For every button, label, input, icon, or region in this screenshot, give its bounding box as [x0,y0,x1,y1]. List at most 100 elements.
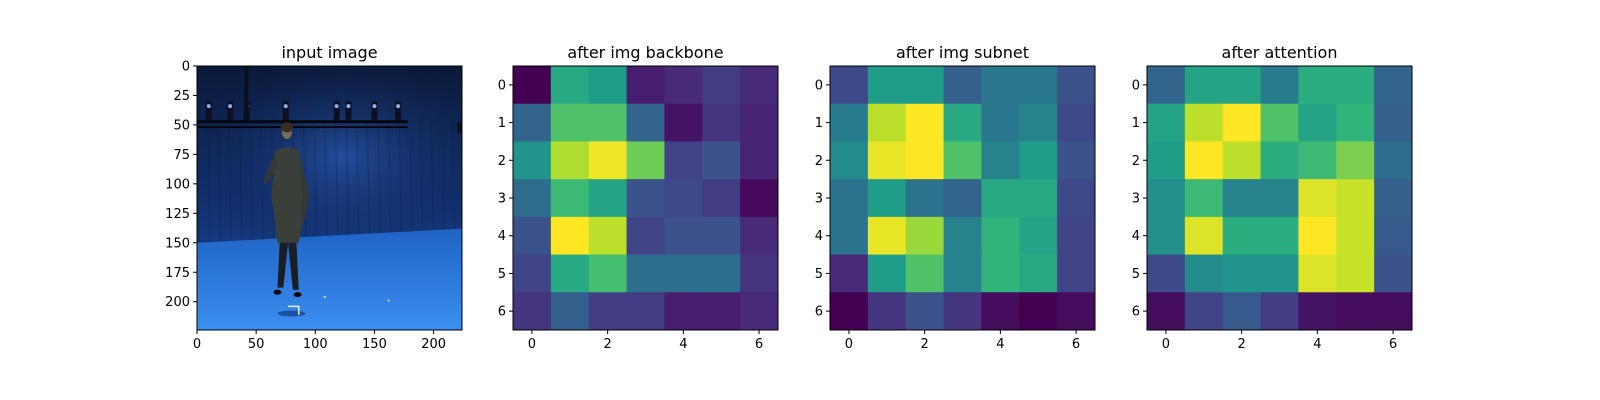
x-tick-label: 0 [1162,337,1170,352]
heatmap-cell [513,103,552,142]
heatmap-cell [1222,66,1262,105]
panel-title: after img backbone [567,43,723,62]
y-tick-label: 4 [1132,229,1140,244]
heatmap-cell [1336,254,1375,293]
heatmap-cell [702,66,741,105]
heatmap-cell [1336,141,1375,180]
heatmap-cell [905,254,945,293]
heatmap-cell [1222,103,1262,142]
curtain-fold [398,119,403,243]
x-tick-label: 2 [1238,337,1246,352]
heatmap-cell [1222,216,1262,256]
camera-unit [345,101,352,121]
heatmap-cell [1019,66,1058,105]
heatmap-cell [1336,216,1375,256]
camera-light [372,104,377,109]
y-tick-label: 100 [165,177,190,192]
y-tick-label: 175 [165,266,190,281]
heatmap-cell [1184,254,1224,293]
heatmap-cell [1298,66,1337,105]
y-tick-label: 0 [182,60,190,75]
heatmap-cell [1184,66,1224,105]
heatmap-cell [1336,179,1375,218]
x-tick-label: 0 [845,337,853,352]
x-tick-label: 4 [1313,337,1321,352]
y-tick-label: 2 [1132,154,1140,169]
heatmap-cell [1374,66,1413,105]
curtain-fold [441,119,445,243]
panel-3: after attention 0 2 4 6 0 1 2 3 4 5 6 [1132,43,1413,352]
curtain-fold [409,119,413,243]
heatmap-cell [588,103,628,142]
camera-unit [205,101,212,121]
heatmap-cell [550,103,590,142]
heatmap-cell [943,103,982,142]
heatmap-cell [1057,141,1096,180]
camera-light [283,104,288,109]
heatmap-cell [513,254,552,293]
curtain-fold [228,119,232,243]
curtain-fold [249,119,254,243]
heatmap-cell [588,66,628,105]
heatmap-cell [830,179,869,218]
heatmap-cell [1184,179,1224,218]
heatmap-cell [1147,141,1186,180]
input-photo [197,66,462,330]
heatmap-cell [702,216,741,256]
x-tick-label: 4 [996,337,1004,352]
heatmap-cell [1298,292,1337,331]
heatmap-cell [664,179,703,218]
heatmap-cell [1019,141,1058,180]
studio-floor [197,228,462,330]
y-tick-label: 75 [173,148,190,163]
heatmap-cell [513,216,552,256]
heatmap-cell [867,254,907,293]
heatmap-cell [550,216,590,256]
heatmap-cell [664,103,703,142]
heatmap-cell [981,103,1020,142]
rig-post [457,122,462,133]
floor-marker [288,305,300,315]
heatmap-cell [588,292,628,331]
heatmap-cell [550,66,590,105]
x-tick-label: 0 [193,337,201,352]
heatmap-cell [740,179,779,218]
heatmap-cell [702,254,741,293]
heatmap-cell [830,141,869,180]
heatmap-cell [905,103,945,142]
camera-unit [395,101,402,121]
y-tick-label: 125 [165,207,190,222]
heatmap-cell [702,103,741,142]
x-tick-label: 100 [303,337,328,352]
heatmap-cell [550,141,590,180]
curtain-fold [430,119,435,243]
heatmap-cell [664,254,703,293]
heatmap-cell [1019,254,1058,293]
camera-light [396,104,401,109]
heatmap-cell [1222,141,1262,180]
heatmap-cell [1147,179,1186,218]
heatmap-cell [981,179,1020,218]
y-tick-label: 50 [173,118,190,133]
heatmap-cell [664,141,703,180]
heatmap-cell [1298,254,1337,293]
axes-frame [196,65,463,331]
heatmap-cell [1260,254,1299,293]
y-tick-label: 4 [498,229,506,244]
heatmap-cell [588,254,628,293]
x-tick-label: 6 [755,337,763,352]
heatmap-cell [1057,216,1096,256]
heatmap-cell [830,103,869,142]
heatmap-cell [626,292,665,331]
heatmap-cell [1260,216,1299,256]
heatmap-cell [1374,216,1413,256]
heatmap-cell [1336,292,1375,331]
heatmap-cell [1184,292,1224,331]
heatmap-cell [740,292,779,331]
heatmap-cell [626,254,665,293]
heatmap-cell [1374,254,1413,293]
panel-title: after attention [1222,43,1338,62]
y-tick-label: 5 [1132,267,1140,282]
y-tick-label: 5 [498,267,506,282]
